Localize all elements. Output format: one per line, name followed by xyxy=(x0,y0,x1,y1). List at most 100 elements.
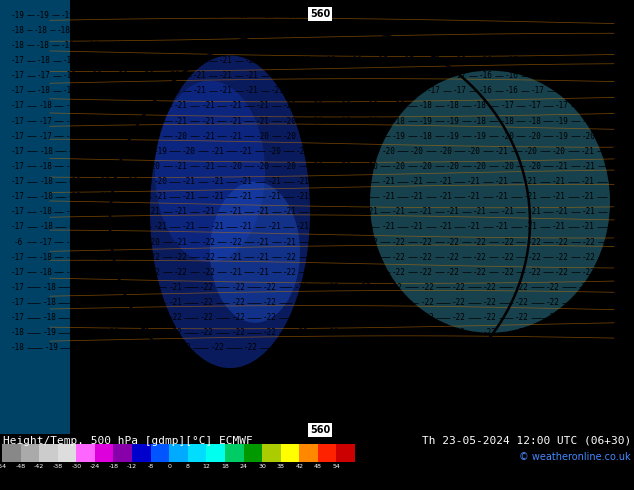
Text: -22: -22 xyxy=(231,328,245,337)
Text: -17: -17 xyxy=(11,253,25,262)
Text: -8: -8 xyxy=(148,464,153,469)
Text: -17: -17 xyxy=(11,283,25,292)
Text: -22: -22 xyxy=(365,238,378,246)
Text: -19: -19 xyxy=(125,177,139,186)
Text: -22: -22 xyxy=(365,268,378,277)
Text: -16: -16 xyxy=(425,26,439,35)
Text: -17: -17 xyxy=(609,86,623,95)
Text: -21: -21 xyxy=(169,283,183,292)
Text: -20: -20 xyxy=(141,56,155,65)
Text: -19: -19 xyxy=(11,11,25,20)
Text: -19: -19 xyxy=(93,207,107,216)
Text: -19: -19 xyxy=(473,132,487,141)
Text: -22: -22 xyxy=(473,268,487,277)
Text: -22: -22 xyxy=(147,268,161,277)
Text: -18: -18 xyxy=(39,177,53,186)
Text: 48: 48 xyxy=(314,464,322,469)
Text: -22: -22 xyxy=(578,298,592,307)
Text: -22: -22 xyxy=(473,253,487,262)
Text: -20: -20 xyxy=(419,162,432,171)
Text: -22: -22 xyxy=(576,343,590,352)
Text: -21: -21 xyxy=(552,192,566,201)
Text: -22: -22 xyxy=(451,328,465,337)
Text: -22: -22 xyxy=(483,313,497,322)
Text: -18: -18 xyxy=(337,117,351,125)
Text: -16: -16 xyxy=(584,11,598,20)
Text: -20: -20 xyxy=(392,162,406,171)
Text: -22: -22 xyxy=(509,343,523,352)
Text: -22: -22 xyxy=(419,253,432,262)
Text: -20: -20 xyxy=(268,147,281,156)
Bar xyxy=(243,444,262,462)
Text: -21: -21 xyxy=(228,132,242,141)
Text: -18: -18 xyxy=(375,86,389,95)
Text: -21: -21 xyxy=(210,222,224,231)
Text: -16: -16 xyxy=(379,26,393,35)
Text: -17: -17 xyxy=(453,86,467,95)
Text: -19: -19 xyxy=(115,56,129,65)
Text: -21: -21 xyxy=(245,71,259,80)
Text: -21: -21 xyxy=(527,207,541,216)
Text: -18: -18 xyxy=(310,26,324,35)
Text: -42: -42 xyxy=(34,464,44,469)
Text: -22: -22 xyxy=(210,343,224,352)
Text: -22: -22 xyxy=(392,253,406,262)
Text: -18: -18 xyxy=(586,26,600,35)
Text: -22: -22 xyxy=(231,283,245,292)
Text: -19: -19 xyxy=(297,86,311,95)
Text: -21: -21 xyxy=(228,253,242,262)
Text: -22: -22 xyxy=(231,298,245,307)
Text: -20: -20 xyxy=(296,147,309,156)
Text: -20: -20 xyxy=(182,147,196,156)
Text: -19: -19 xyxy=(349,71,363,80)
Text: -17: -17 xyxy=(555,101,569,110)
Text: -20: -20 xyxy=(93,253,107,262)
Text: -21: -21 xyxy=(193,56,207,65)
Text: -22: -22 xyxy=(358,283,371,292)
Text: -19: -19 xyxy=(65,132,79,141)
Text: -15: -15 xyxy=(609,26,623,35)
Text: -20: -20 xyxy=(93,132,107,141)
Text: 42: 42 xyxy=(295,464,303,469)
Text: -22: -22 xyxy=(326,328,340,337)
Text: -19: -19 xyxy=(65,117,79,125)
Text: -19: -19 xyxy=(235,41,249,50)
Text: -18: -18 xyxy=(63,56,77,65)
Text: -22: -22 xyxy=(337,253,351,262)
Text: -22: -22 xyxy=(451,298,465,307)
Text: -22: -22 xyxy=(515,298,529,307)
Text: -19: -19 xyxy=(609,117,623,125)
Text: -22: -22 xyxy=(515,283,529,292)
Text: -22: -22 xyxy=(419,268,432,277)
Text: -22: -22 xyxy=(228,238,242,246)
Text: -20: -20 xyxy=(147,238,161,246)
Text: -20: -20 xyxy=(283,101,297,110)
Text: -21: -21 xyxy=(239,192,253,201)
Text: -20: -20 xyxy=(365,162,378,171)
Text: -19: -19 xyxy=(68,177,82,186)
Text: -18: -18 xyxy=(392,101,406,110)
Text: -20: -20 xyxy=(310,162,324,171)
Text: -20: -20 xyxy=(141,71,155,80)
Text: -21: -21 xyxy=(353,177,366,186)
Text: -22: -22 xyxy=(200,328,214,337)
Text: -21: -21 xyxy=(552,222,566,231)
Text: -20: -20 xyxy=(609,162,623,171)
Text: -21: -21 xyxy=(555,207,569,216)
Text: -22: -22 xyxy=(515,313,529,322)
Bar xyxy=(169,444,188,462)
Text: -21: -21 xyxy=(239,222,253,231)
Text: -20: -20 xyxy=(582,132,596,141)
Text: -21: -21 xyxy=(467,222,481,231)
Text: -17: -17 xyxy=(609,56,623,65)
Text: -21: -21 xyxy=(239,147,253,156)
Text: -20: -20 xyxy=(438,147,452,156)
Bar xyxy=(151,444,169,462)
Text: -22: -22 xyxy=(200,283,214,292)
Text: -20: -20 xyxy=(297,71,311,80)
Text: -21: -21 xyxy=(202,207,215,216)
Text: -22: -22 xyxy=(392,238,406,246)
Text: -18: -18 xyxy=(37,86,51,95)
Text: -21: -21 xyxy=(495,177,509,186)
Text: -17: -17 xyxy=(401,86,415,95)
